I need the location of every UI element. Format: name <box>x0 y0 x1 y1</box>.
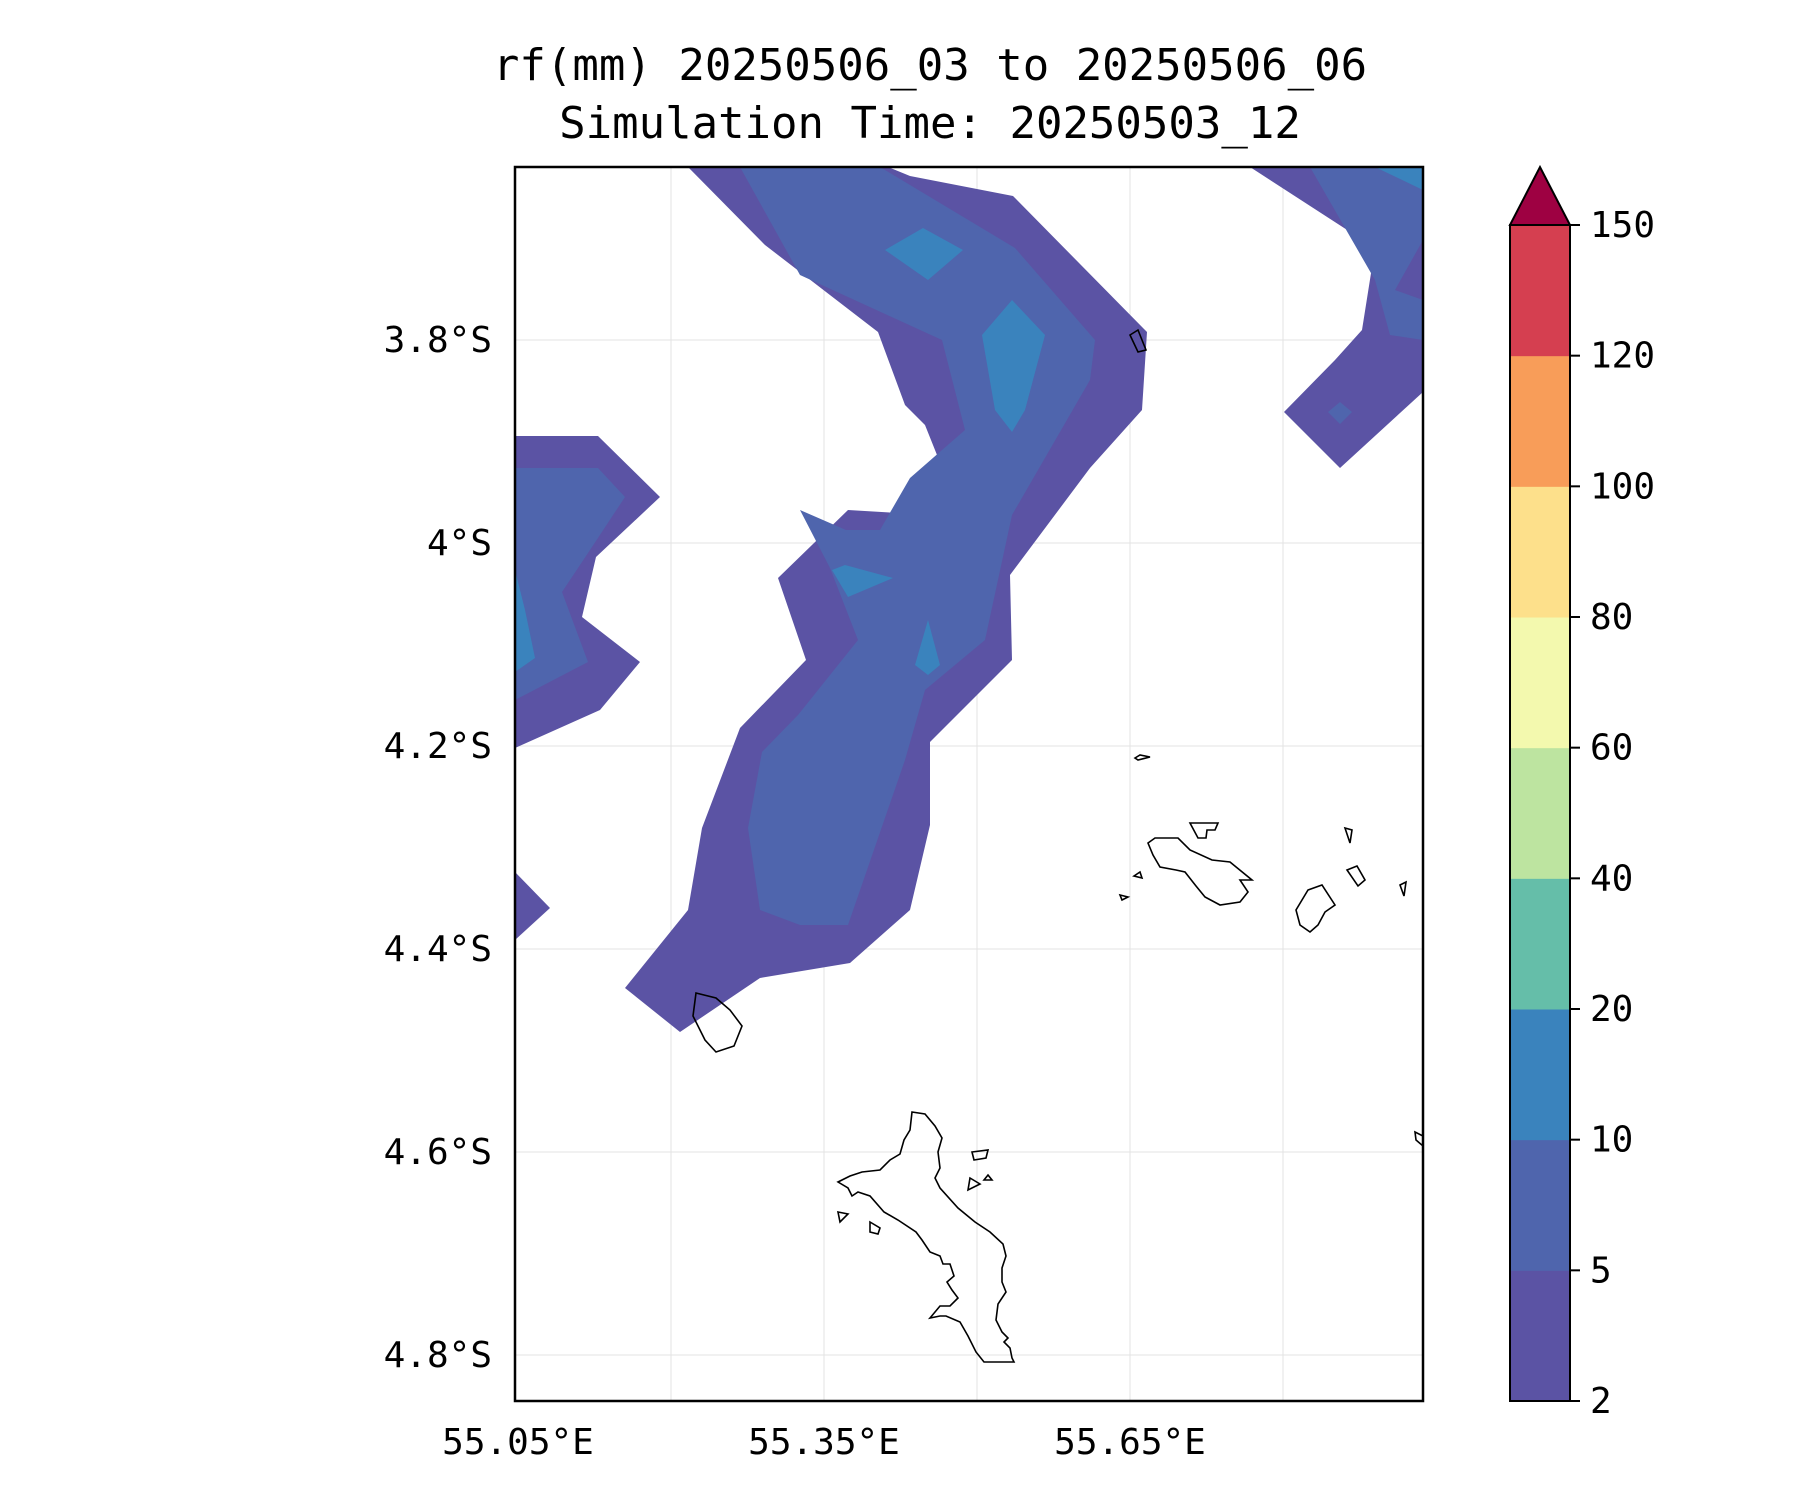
rain-core-north <box>885 228 963 280</box>
colorbar-label: 100 <box>1590 466 1655 507</box>
coast-silhouette <box>692 992 743 1053</box>
lon-tick-labels: 55.05°E 55.35°E 55.65°E <box>442 1422 1206 1463</box>
colorbar-outline <box>1509 224 1571 1402</box>
lat-tick-labels: 3.8°S 4°S 4.2°S 4.4°S 4.6°S 4.8°S <box>384 320 492 1376</box>
colorbar-label: 20 <box>1590 989 1633 1030</box>
lon-tick: 55.05°E <box>442 1422 594 1463</box>
coast-la-digue <box>1295 884 1337 934</box>
coast-islet-9 <box>971 1149 990 1161</box>
coast-islet-3 <box>1132 870 1144 880</box>
rain-corner-east-5-10 <box>1310 167 1423 340</box>
lon-tick: 55.35°E <box>748 1422 900 1463</box>
coast-islet-13 <box>869 1220 881 1235</box>
colorbar-band <box>1510 1139 1570 1271</box>
coast-islet-12 <box>836 1210 850 1224</box>
rain-core-mid <box>832 565 893 597</box>
coast-islet-1 <box>1188 822 1220 839</box>
rain-blob-west-5-10 <box>515 468 625 700</box>
colorbar-label: 60 <box>1590 728 1633 769</box>
lat-tick: 3.8°S <box>384 320 492 361</box>
colorbar-band <box>1510 355 1570 487</box>
coastlines <box>692 328 1423 1363</box>
plot-frame <box>513 165 1425 1403</box>
coast-islet-14 <box>1414 1130 1423 1148</box>
rain-fragment-southwest <box>515 872 550 940</box>
map-subtitle: Simulation Time: 20250503_12 <box>559 98 1301 149</box>
coast-praslin <box>1147 837 1255 906</box>
lat-tick: 4.4°S <box>384 929 492 970</box>
colorbar-band <box>1510 878 1570 1010</box>
colorbar-band <box>1510 747 1570 879</box>
colorbar: 2 5 10 20 40 60 80 100 120 150 <box>1508 164 1655 1422</box>
coast-islet-10 <box>966 1176 982 1192</box>
colorbar-label: 10 <box>1590 1120 1633 1161</box>
coast-islet-7 <box>1399 880 1408 897</box>
lat-tick: 4°S <box>427 523 492 564</box>
coast-islet-11 <box>982 1173 994 1181</box>
lon-tick: 55.65°E <box>1054 1422 1206 1463</box>
coast-islet-4 <box>1118 893 1131 902</box>
coast-islet-2 <box>1133 754 1151 761</box>
coast-islet-6 <box>1345 864 1367 888</box>
lat-tick: 4.8°S <box>384 1335 492 1376</box>
colorbar-band <box>1510 617 1570 749</box>
colorbar-label: 120 <box>1590 336 1655 377</box>
rain-corner-east-10-20 <box>1375 167 1423 190</box>
colorbar-label: 80 <box>1590 597 1633 638</box>
colorbar-label: 5 <box>1590 1250 1612 1291</box>
rain-core-south <box>915 620 940 675</box>
lat-tick: 4.2°S <box>384 726 492 767</box>
coast-islet-5 <box>1343 826 1353 844</box>
colorbar-label: 2 <box>1590 1381 1612 1422</box>
colorbar-extend-arrow <box>1508 164 1572 226</box>
coast-islet-8 <box>1128 328 1148 353</box>
map-title: rf(mm) 20250506_03 to 20250506_06 <box>492 40 1368 91</box>
colorbar-band <box>1510 486 1570 618</box>
rainfall-contours <box>515 167 1423 1032</box>
rain-speck-east <box>1328 402 1352 424</box>
lat-tick: 4.6°S <box>384 1132 492 1173</box>
colorbar-label: 150 <box>1590 205 1655 246</box>
colorbar-band <box>1510 225 1570 357</box>
rain-core-central <box>982 300 1045 432</box>
colorbar-band <box>1510 1270 1570 1402</box>
rain-blob-west-10-20 <box>515 570 535 672</box>
coast-mahe <box>836 1111 1016 1363</box>
colorbar-label: 40 <box>1590 858 1633 899</box>
colorbar-band <box>1510 1009 1570 1141</box>
